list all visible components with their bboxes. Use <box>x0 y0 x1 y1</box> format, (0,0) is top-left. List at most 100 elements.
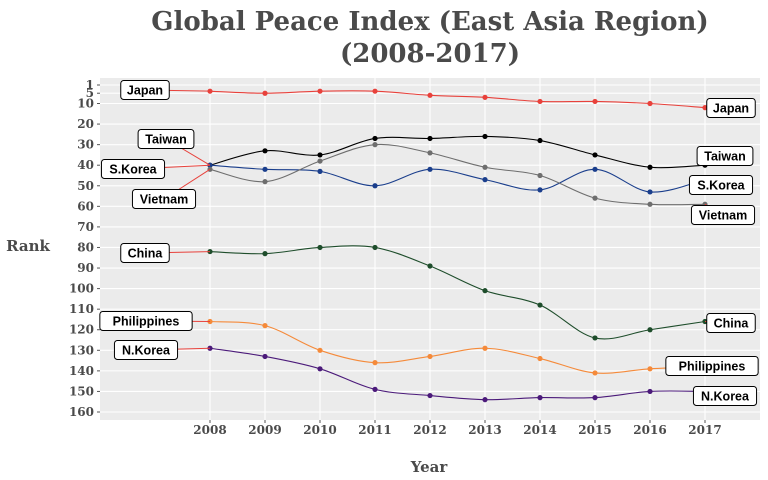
label-box-left-taiwan <box>137 129 195 149</box>
data-point-taiwan <box>482 133 488 140</box>
y-tick-label: 50 <box>77 179 94 193</box>
label-box-right-skorea <box>688 175 754 195</box>
x-axis-ticks: 2008 2009 2010 2011 2012 2013 2014 2015 2016 2017 <box>193 420 722 437</box>
data-point-vietnam <box>207 166 213 172</box>
series-label-left-skorea: S.Korea <box>109 163 157 177</box>
data-point-taiwan <box>647 164 653 170</box>
y-tick-label: 110 <box>69 302 94 316</box>
y-tick-label: 120 <box>69 323 94 337</box>
data-point-japan <box>482 94 488 100</box>
x-tick-label: 2010 <box>303 423 336 437</box>
data-point-vietnam <box>592 195 598 201</box>
y-tick-label: 90 <box>77 261 94 275</box>
y-tick-label: 10 <box>77 97 94 111</box>
data-point-skorea <box>317 168 323 174</box>
data-point-china <box>262 251 268 257</box>
data-point-taiwan <box>592 152 598 158</box>
label-box-right-vietnam <box>690 205 756 225</box>
label-box-right-japan <box>706 98 756 118</box>
data-point-vietnam <box>647 201 653 207</box>
x-tick-label: 2008 <box>193 423 226 437</box>
chart-title: Global Peace Index (East Asia Region) <box>151 7 708 37</box>
series-line-vietnam <box>209 143 706 206</box>
data-point-taiwan <box>537 137 543 144</box>
y-tick-label: 1 <box>86 78 94 92</box>
data-point-vietnam <box>427 150 433 156</box>
x-tick-label: 2016 <box>633 423 666 437</box>
series-label-right-japan: Japan <box>713 102 749 116</box>
series-label-right-taiwan: Taiwan <box>704 150 745 164</box>
x-tick-label: 2012 <box>413 423 446 437</box>
data-point-skorea <box>537 187 543 193</box>
series-line-philippines <box>209 320 706 374</box>
label-box-left-philippines <box>99 311 193 331</box>
data-point-skorea <box>372 183 378 189</box>
data-point-nkorea <box>372 386 378 392</box>
data-point-nkorea <box>537 395 543 401</box>
data-point-china <box>537 302 543 308</box>
series-line-china <box>209 245 706 340</box>
y-tick-label: 80 <box>77 240 94 254</box>
data-point-japan <box>317 88 323 94</box>
data-point-philippines <box>482 345 488 351</box>
x-tick-label: 2009 <box>248 423 281 437</box>
data-point-philippines <box>317 347 323 353</box>
y-tick-label: 20 <box>77 117 94 131</box>
series-line-taiwan <box>209 135 706 169</box>
label-box-right-taiwan <box>696 146 754 166</box>
line-labels: Japan Japan Taiwan Taiwan S.Korea S.Korea Viet… <box>99 80 759 406</box>
data-point-china <box>427 263 433 269</box>
label-box-left-japan <box>120 80 170 100</box>
x-axis-title: Year <box>410 458 449 476</box>
data-point-china <box>592 335 598 341</box>
series-label-left-japan: Japan <box>127 84 163 98</box>
data-point-philippines <box>427 353 433 360</box>
x-tick-label: 2017 <box>688 423 721 437</box>
series-label-right-china: China <box>714 317 750 331</box>
data-point-nkorea <box>647 388 653 395</box>
label-box-left-nkorea <box>113 340 179 360</box>
x-tick-label: 2015 <box>578 423 611 437</box>
data-point-taiwan <box>427 135 433 142</box>
series-label-right-philippines: Philippines <box>679 360 746 374</box>
y-tick-label: 60 <box>77 199 94 213</box>
series-label-right-nkorea: N.Korea <box>701 390 750 404</box>
series-label-left-nkorea: N.Korea <box>122 344 171 358</box>
data-point-japan <box>262 90 268 96</box>
label-box-left-skorea <box>100 159 166 179</box>
y-tick-label: 160 <box>69 405 94 419</box>
data-point-japan <box>537 98 543 105</box>
y-tick-label: 70 <box>77 220 94 234</box>
y-tick-label: 30 <box>77 138 94 152</box>
data-point-nkorea <box>262 353 268 360</box>
data-point-skorea <box>647 189 653 195</box>
data-point-china <box>482 288 488 294</box>
label-box-left-china <box>120 243 170 263</box>
data-point-japan <box>592 98 598 105</box>
x-tick-label: 2011 <box>358 423 391 437</box>
series-label-left-philippines: Philippines <box>113 315 180 329</box>
label-box-left-vietnam <box>131 189 197 209</box>
data-point-nkorea <box>427 392 433 399</box>
label-box-right-philippines <box>665 356 759 376</box>
data-point-taiwan <box>372 135 378 142</box>
data-point-nkorea <box>592 395 598 401</box>
data-point-philippines <box>537 355 543 362</box>
data-point-japan <box>372 88 378 94</box>
y-tick-label: 40 <box>77 158 94 172</box>
series-group <box>207 88 708 403</box>
y-tick-label: 130 <box>69 343 94 357</box>
data-point-china <box>372 244 378 251</box>
data-point-skorea <box>427 166 433 172</box>
data-point-taiwan <box>262 148 268 154</box>
series-line-nkorea <box>209 347 706 401</box>
series-line-skorea <box>209 164 706 193</box>
label-box-right-china <box>706 313 756 333</box>
data-point-philippines <box>647 366 653 372</box>
series-line-japan <box>209 90 706 109</box>
data-point-vietnam <box>372 142 378 148</box>
data-point-nkorea <box>317 366 323 372</box>
data-point-vietnam <box>317 158 323 164</box>
